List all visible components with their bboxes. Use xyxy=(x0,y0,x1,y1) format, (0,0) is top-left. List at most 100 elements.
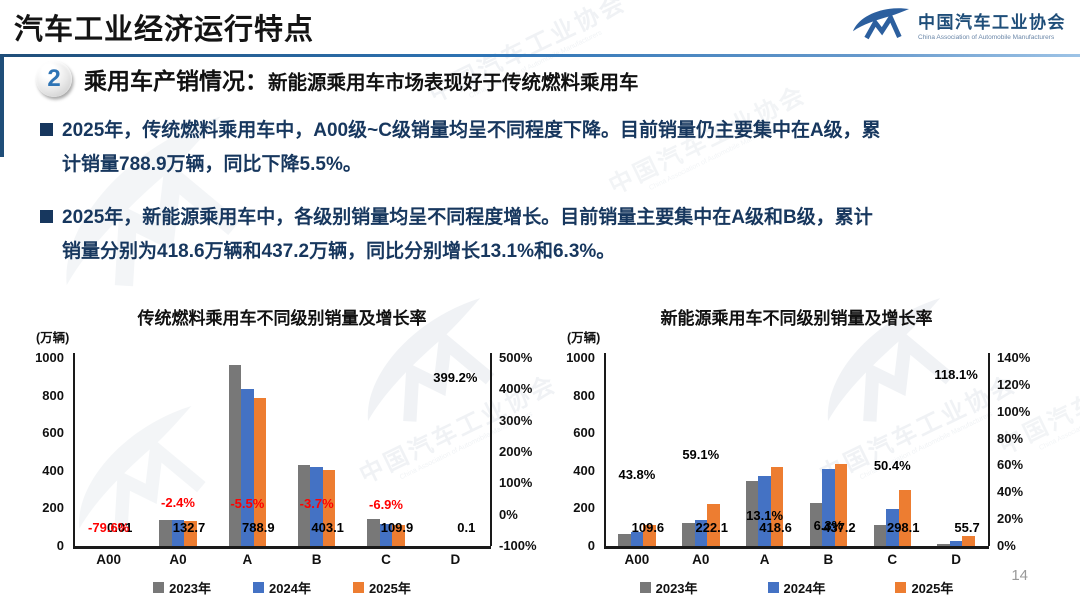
right-axis-tick: 60% xyxy=(997,457,1024,473)
caam-logo: 中国汽车工业协会 China Association of Automobile… xyxy=(852,7,1066,41)
legend-item-2023年: 2023年 xyxy=(153,578,211,597)
x-axis-label-B: B xyxy=(311,552,322,567)
growth-label-D: 399.2% xyxy=(433,369,478,385)
watermark: 中国汽车工业协会 China Association of Automobile… xyxy=(422,0,635,115)
bar-2023年-C xyxy=(367,519,380,546)
x-axis-label-D: D xyxy=(951,552,961,567)
section-heading-row: 2 乘用车产销情况：新能源乘用车市场表现好于传统燃料乘用车 xyxy=(36,61,639,97)
left-axis-tick: 600 xyxy=(42,425,64,441)
right-axis-tick: 500% xyxy=(499,350,533,365)
growth-label-B: -3.7% xyxy=(299,495,334,511)
nev-chart: 新能源乘用车不同级别销量及增长率 (万辆) 1000 800 600 400 200 0 140… xyxy=(546,300,1076,600)
left-axis-line xyxy=(604,353,606,546)
bar-2024年-D xyxy=(949,541,963,546)
section-subheading: 新能源乘用车市场表现好于传统燃料乘用车 xyxy=(268,72,639,94)
growth-label-A0: -2.4% xyxy=(161,495,195,511)
bar-2023年-A0 xyxy=(682,523,695,546)
bar-2023年-A xyxy=(745,481,759,546)
legend-item-2024年: 2024年 xyxy=(253,578,311,597)
x-axis-label-C: C xyxy=(381,552,391,567)
page-title: 汽车工业经济运行特点 xyxy=(14,14,315,46)
value-label-D: 0.1 xyxy=(457,520,476,535)
page-number: 14 xyxy=(1011,567,1028,584)
bar-2023年-A00 xyxy=(618,533,631,546)
legend-item-2023年: 2023年 xyxy=(639,578,698,597)
bar-2023年-C xyxy=(873,524,886,546)
right-axis-tick: 0% xyxy=(499,506,518,522)
x-axis-label-A0: A0 xyxy=(692,552,710,567)
right-axis-line xyxy=(490,353,492,546)
growth-label-A0: 59.1% xyxy=(682,446,720,462)
left-accent-bar xyxy=(0,57,4,157)
legend-item-2025年: 2025年 xyxy=(895,578,953,597)
value-label-C: 109.9 xyxy=(380,520,414,535)
x-axis-line xyxy=(604,546,989,549)
left-axis-line xyxy=(73,353,75,546)
axis-unit-label: (万辆) xyxy=(36,331,70,345)
bullet-square-icon xyxy=(40,210,53,223)
bullet-point-1: 2025年，传统燃料乘用车中，A00级~C级销量均呈不同程度下降。目前销量仍主要… xyxy=(40,114,1050,182)
left-axis-tick: 1000 xyxy=(35,350,64,365)
left-axis-tick: 200 xyxy=(42,500,64,516)
legend-swatch-icon xyxy=(253,582,265,593)
bar-2023年-B xyxy=(297,465,311,546)
right-axis-tick: 140% xyxy=(997,350,1031,365)
caam-logo-cn: 中国汽车工业协会 xyxy=(918,12,1066,32)
growth-label-C: -6.9% xyxy=(369,496,403,512)
legend-label: 2025年 xyxy=(368,581,411,596)
bullet-square-icon xyxy=(40,123,53,136)
growth-label-B: 6.3% xyxy=(813,517,844,533)
legend-label: 2025年 xyxy=(911,581,954,596)
growth-label-A00: -79.6% xyxy=(88,519,130,535)
chart-legend: 2023年 2024年 2025年 xyxy=(74,578,490,597)
x-axis-label-B: B xyxy=(823,552,834,567)
bar-2024年-A0 xyxy=(694,519,707,546)
bar-2023年-A xyxy=(228,364,242,546)
header-divider xyxy=(0,54,1080,57)
growth-label-C: 50.4% xyxy=(873,458,911,474)
x-axis-label-D: D xyxy=(450,552,461,567)
bar-2023年-A0 xyxy=(159,519,172,546)
value-label-A00: 0.01 xyxy=(107,520,133,535)
left-axis-tick: 0 xyxy=(587,538,595,553)
bar-2025年-D xyxy=(962,535,975,546)
value-label-C: 298.1 xyxy=(886,520,920,535)
left-axis-tick: 400 xyxy=(573,462,595,478)
legend-swatch-icon xyxy=(639,582,651,593)
growth-label-A: -5.5% xyxy=(230,496,265,512)
bar-2024年-A00 xyxy=(630,531,644,546)
bar-2025年-A00 xyxy=(643,525,656,546)
bar-2025年-B xyxy=(834,463,848,546)
legend-label: 2024年 xyxy=(783,581,826,596)
legend-label: 2023年 xyxy=(655,581,698,596)
bullet-point-2: 2025年，新能源乘用车中，各级别销量均呈不同程度增长。目前销量主要集中在A级和… xyxy=(40,201,1050,269)
axis-unit-label: (万辆) xyxy=(567,331,601,345)
bar-2025年-B xyxy=(322,470,336,546)
left-axis-tick: 600 xyxy=(573,425,595,441)
chart-title: 新能源乘用车不同级别销量及增长率 xyxy=(660,309,933,328)
fuel-vehicles-chart: 传统燃料乘用车不同级别销量及增长率 (万辆) 1000 800 600 400 200 0 50… xyxy=(14,300,537,600)
right-axis-tick: 80% xyxy=(997,430,1024,446)
x-axis-line xyxy=(73,546,491,549)
bar-2024年-B xyxy=(822,468,835,546)
x-axis-label-A00: A00 xyxy=(624,552,650,567)
bar-2025年-A0 xyxy=(184,521,197,546)
right-axis-tick: 20% xyxy=(997,511,1024,527)
value-label-D: 55.7 xyxy=(954,520,980,535)
left-axis-tick: 400 xyxy=(42,462,64,478)
left-axis-tick: 800 xyxy=(42,387,64,403)
right-axis-tick: 100% xyxy=(997,403,1031,419)
right-axis-tick: 400% xyxy=(499,381,533,397)
section-heading: 乘用车产销情况：新能源乘用车市场表现好于传统燃料乘用车 xyxy=(84,62,639,96)
bar-2024年-C xyxy=(886,508,899,546)
legend-label: 2023年 xyxy=(169,581,212,596)
right-axis-line xyxy=(988,353,990,546)
legend-item-2025年: 2025年 xyxy=(352,578,411,597)
caam-logo-text: 中国汽车工业协会 China Association of Automobile… xyxy=(918,8,1066,41)
cm-logo-icon xyxy=(852,7,910,41)
bullet-2-line-2: 销量分别为418.6万辆和437.2万辆，同比分别增长13.1%和6.3%。 xyxy=(62,241,616,262)
x-axis-label-A00: A00 xyxy=(96,552,122,567)
right-axis-tick: 100% xyxy=(499,475,533,491)
growth-label-A00: 43.8% xyxy=(618,467,656,483)
x-axis-label-C: C xyxy=(887,552,898,567)
